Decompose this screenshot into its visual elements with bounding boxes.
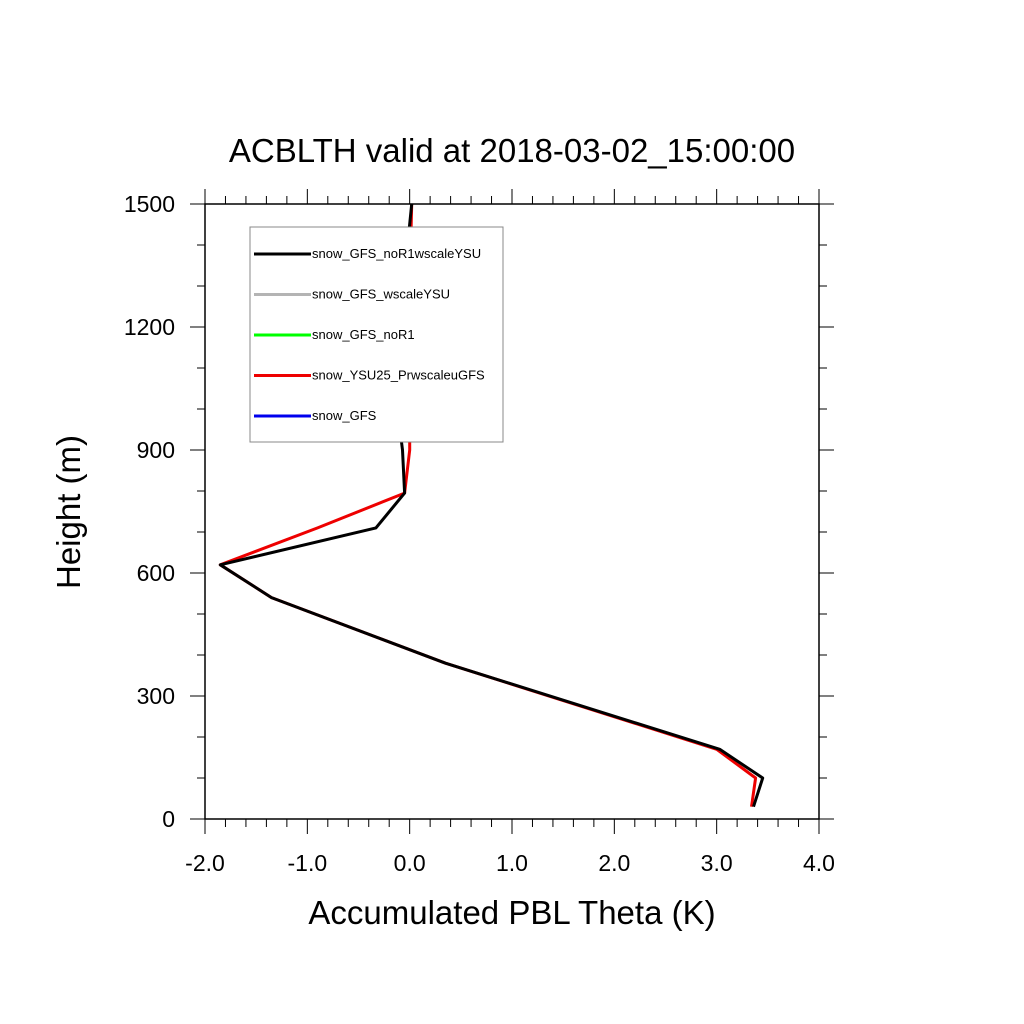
legend-label: snow_GFS_noR1wscaleYSU <box>312 246 481 261</box>
legend: snow_GFS_noR1wscaleYSU snow_GFS_wscaleYSU… <box>249 226 504 443</box>
chart-title: ACBLTH valid at 2018-03-02_15:00:00 <box>229 132 795 169</box>
x-tick-label: 0.0 <box>394 850 426 876</box>
x-axis-label: Accumulated PBL Theta (K) <box>308 894 715 931</box>
y-tick-label: 600 <box>137 560 175 586</box>
legend-label: snow_GFS_wscaleYSU <box>312 287 450 302</box>
y-tick-label: 1500 <box>124 191 175 217</box>
y-tick-label: 0 <box>162 806 175 832</box>
legend-label: snow_GFS_noR1 <box>312 327 415 342</box>
x-tick-label: 3.0 <box>701 850 733 876</box>
x-tick-label: 4.0 <box>803 850 835 876</box>
y-tick-label: 300 <box>137 683 175 709</box>
y-axis-ticks: 0 300 600 900 1200 1500 <box>124 191 834 832</box>
x-axis-ticks: -2.0 -1.0 0.0 1.0 2.0 3.0 4.0 <box>185 189 835 876</box>
x-tick-label: 2.0 <box>598 850 630 876</box>
legend-label: snow_YSU25_PrwscaleuGFS <box>312 368 485 383</box>
x-tick-label: -1.0 <box>288 850 328 876</box>
y-tick-label: 900 <box>137 437 175 463</box>
x-tick-label: -2.0 <box>185 850 225 876</box>
y-tick-label: 1200 <box>124 314 175 340</box>
x-tick-label: 1.0 <box>496 850 528 876</box>
y-axis-label: Height (m) <box>50 435 87 589</box>
legend-label: snow_GFS <box>312 408 377 423</box>
